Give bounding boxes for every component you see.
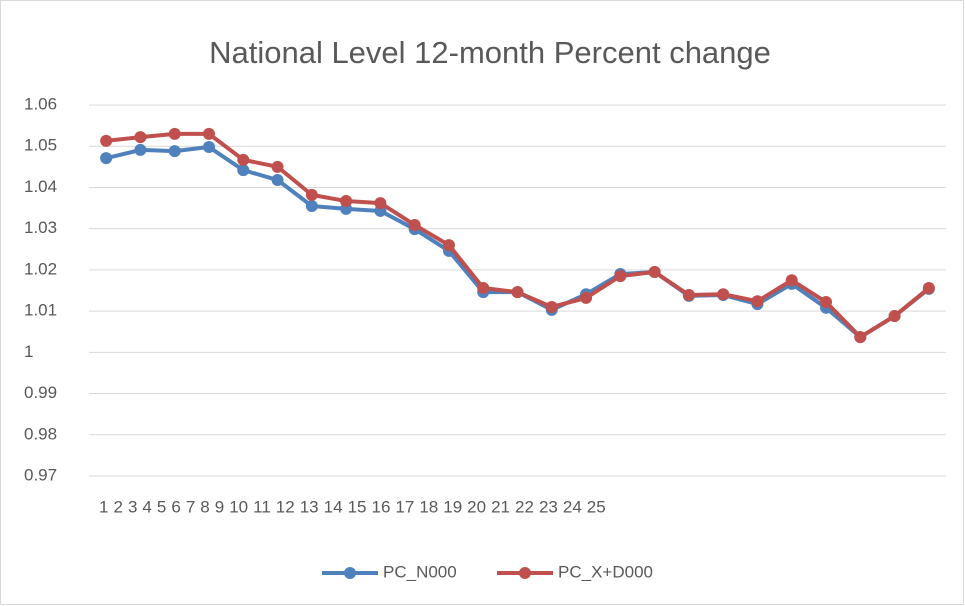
point [854,331,867,344]
x-tick-label: 8 [200,497,209,516]
x-tick-label: 4 [142,497,151,516]
point [340,195,353,208]
point [442,239,455,252]
x-tick-label: 14 [324,497,343,516]
x-tick-label: 18 [419,497,438,516]
x-tick-label: 19 [443,497,462,516]
x-tick-label: 12 [276,497,295,516]
y-tick-label: 1.01 [24,301,57,320]
y-tick-label: 1 [24,342,33,361]
x-tick-label: 24 [563,497,582,516]
legend-label: PC_N000 [383,562,457,581]
point [271,174,284,187]
point [202,127,215,140]
point [717,288,730,301]
x-tick-label: 1 [99,497,108,516]
point [545,300,558,313]
point [100,134,113,147]
point [305,188,318,201]
x-tick-label: 21 [491,497,510,516]
y-tick-label: 1.03 [24,218,57,237]
point [785,274,798,287]
point [202,141,215,154]
point [614,270,627,283]
x-tick-label: 13 [300,497,319,516]
point [374,197,387,210]
point [888,310,901,323]
x-tick-label: 22 [515,497,534,516]
point [168,127,181,140]
point [682,289,695,302]
chart-title: National Level 12-month Percent change [209,35,771,70]
x-tick-label: 10 [229,497,248,516]
x-tick-label: 5 [157,497,166,516]
y-tick-label: 1.06 [24,94,57,113]
point [168,145,181,158]
point [305,199,318,212]
point [820,296,833,309]
x-tick-label: 25 [587,497,606,516]
point [408,218,421,231]
x-tick-label: 20 [467,497,486,516]
x-tick-label: 17 [395,497,414,516]
point [271,160,284,173]
legend-marker [344,567,356,579]
x-tick-label: 23 [539,497,558,516]
point [100,152,113,165]
y-tick-label: 1.02 [24,259,57,278]
x-tick-label: 9 [215,497,224,516]
y-tick-label: 0.99 [24,383,57,402]
x-tick-label: 11 [253,497,271,516]
point [134,131,147,144]
y-tick-label: 0.98 [24,424,57,443]
x-tick-label: 15 [348,497,367,516]
point [511,286,524,299]
legend-label: PC_X+D000 [558,562,653,581]
point [134,143,147,156]
x-tick-label: 7 [186,497,195,516]
legend-marker [519,567,531,579]
x-tick-label: 6 [171,497,180,516]
y-tick-label: 1.04 [24,177,57,196]
x-tick-label: 2 [113,497,122,516]
point [580,291,593,304]
y-tick-label: 1.05 [24,136,57,155]
point [922,282,935,295]
x-tick-label: 3 [128,497,137,516]
point [477,282,490,295]
y-tick-label: 0.97 [24,465,57,484]
point [237,164,250,177]
point [237,153,250,166]
x-tick-label: 16 [371,497,390,516]
point [751,295,764,308]
point [648,265,661,278]
